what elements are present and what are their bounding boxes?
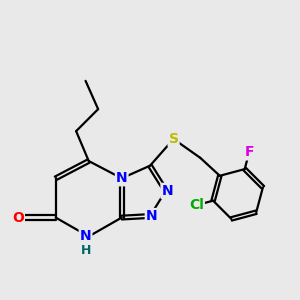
- Text: O: O: [12, 211, 24, 225]
- Text: F: F: [244, 146, 254, 159]
- Text: N: N: [161, 184, 173, 198]
- Text: N: N: [80, 229, 92, 243]
- Text: Cl: Cl: [189, 198, 204, 212]
- Text: H: H: [80, 244, 91, 257]
- Text: N: N: [116, 171, 127, 185]
- Text: N: N: [146, 209, 158, 223]
- Text: S: S: [169, 132, 178, 146]
